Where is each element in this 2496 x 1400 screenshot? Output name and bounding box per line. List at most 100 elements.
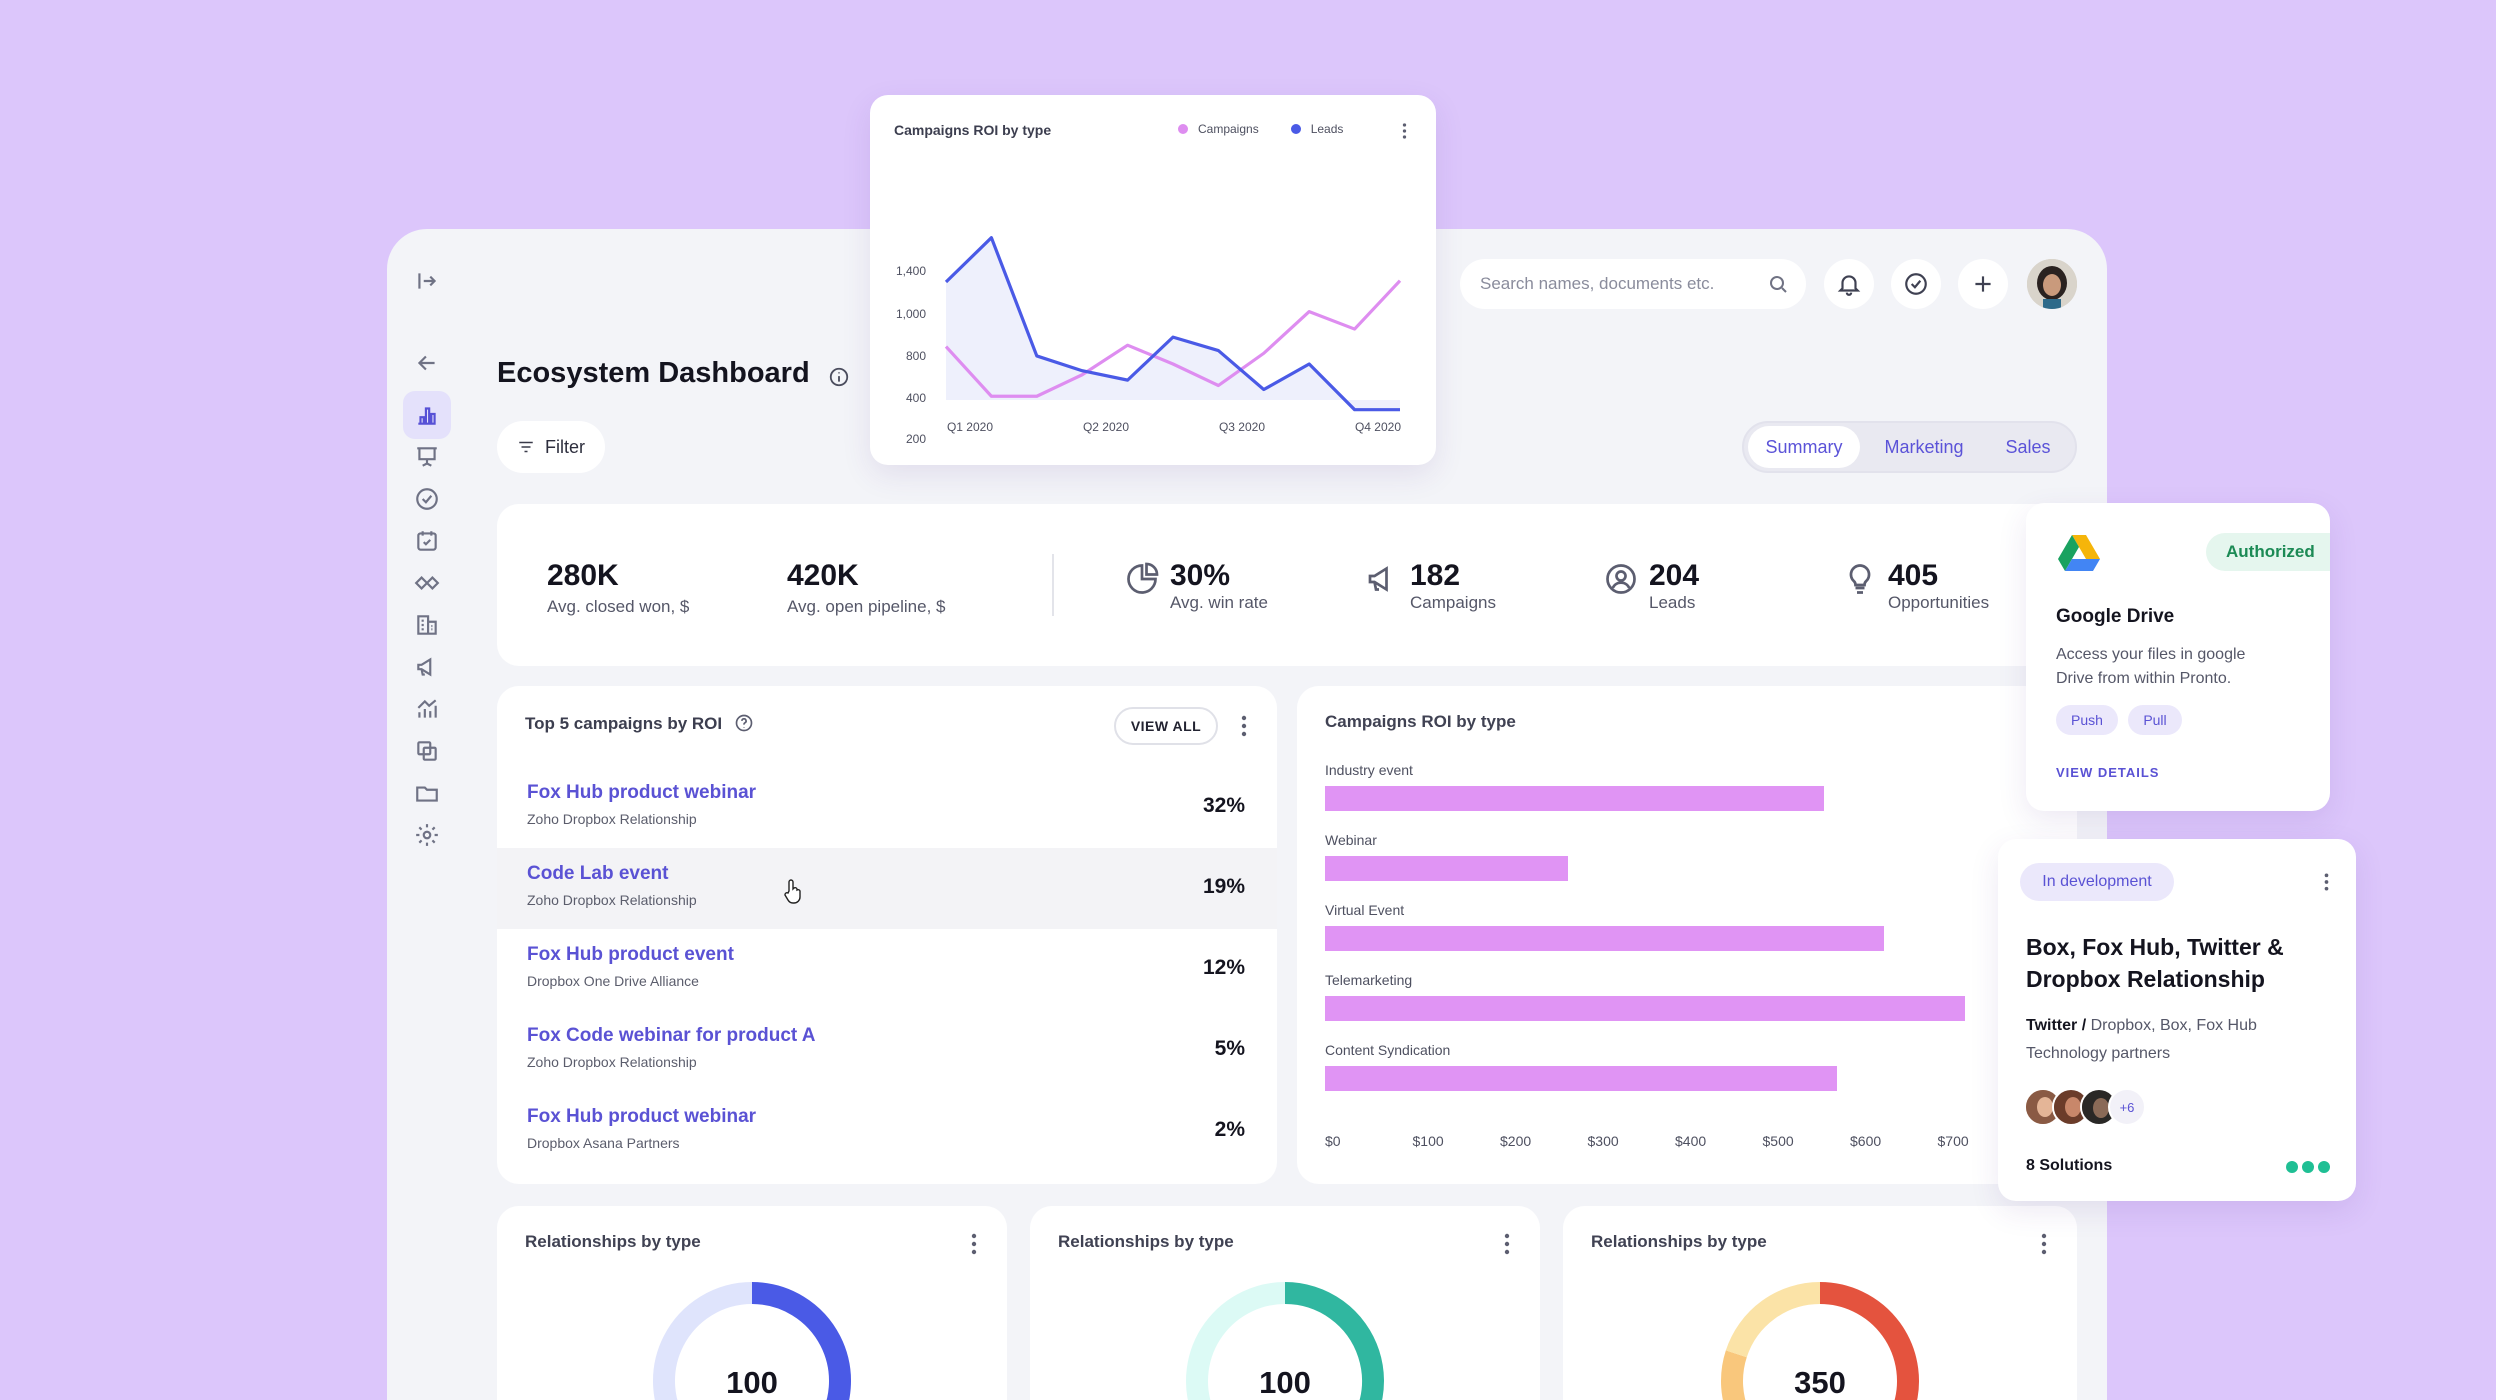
card-title: Top 5 campaigns by ROI	[525, 714, 723, 733]
collapse-sidebar-button[interactable]	[403, 257, 451, 305]
more-options-icon[interactable]	[2324, 872, 2329, 892]
view-all-button[interactable]: VIEW ALL	[1114, 707, 1218, 745]
kpi-card: 280K Avg. closed won, $ 420K Avg. open p…	[497, 504, 2077, 666]
sidebar-item-dashboard[interactable]	[403, 391, 451, 439]
more-options-icon[interactable]	[971, 1232, 977, 1256]
sidebar-item-solutions[interactable]	[403, 727, 451, 775]
table-row[interactable]: Fox Hub product event Dropbox One Drive …	[497, 929, 1277, 1010]
description-line: Access your files in google	[2056, 646, 2246, 663]
sidebar-item-companies[interactable]	[403, 601, 451, 649]
more-options-icon[interactable]	[1402, 122, 1407, 140]
hand-cursor-icon	[784, 879, 801, 904]
kpi-closed-won: 280K Avg. closed won, $	[547, 559, 689, 617]
sidebar-item-tasks[interactable]	[403, 475, 451, 523]
dot	[2318, 1161, 2330, 1173]
back-button[interactable]	[403, 339, 451, 387]
sidebar-item-calendar[interactable]	[403, 517, 451, 565]
campaign-name[interactable]: Code Lab event	[527, 863, 669, 884]
kpi-open-pipeline: 420K Avg. open pipeline, $	[787, 559, 945, 617]
settings-icon	[416, 824, 438, 846]
tab-summary[interactable]: Summary	[1748, 426, 1860, 468]
roi-line-chart-card: Campaigns ROI by type Campaigns Leads 1,…	[870, 95, 1436, 465]
more-options-icon[interactable]	[1504, 1232, 1510, 1256]
bar-chart-icon	[418, 407, 436, 425]
pie-chart-icon	[1127, 562, 1159, 594]
more-members-badge[interactable]: +6	[2108, 1088, 2146, 1126]
campaign-name[interactable]: Fox Hub product event	[527, 944, 734, 965]
campaign-roi: 12%	[1202, 956, 1245, 979]
filter-label: Filter	[545, 436, 585, 457]
donut-slice[interactable]	[1725, 1282, 1821, 1358]
filter-icon	[519, 441, 533, 453]
tag-push[interactable]: Push	[2056, 705, 2118, 735]
y-tick-label: 800	[906, 349, 926, 363]
notifications-button[interactable]	[1824, 259, 1874, 309]
kpi-value: 204	[1649, 559, 1700, 592]
partners-text: Twitter / Dropbox, Box, Fox Hub Technolo…	[2026, 1012, 2257, 1068]
sidebar-item-files[interactable]	[403, 769, 451, 817]
donut-center-value: 350	[1794, 1365, 1846, 1400]
table-row[interactable]: Fox Hub product webinar Zoho Dropbox Rel…	[497, 767, 1277, 848]
donut-chart-svg: 100	[1186, 1282, 1384, 1400]
sidebar-item-campaigns[interactable]	[403, 643, 451, 691]
donut-slice[interactable]	[1721, 1350, 1793, 1400]
sidebar-item-reports[interactable]	[403, 685, 451, 733]
campaign-name[interactable]: Fox Code webinar for product A	[527, 1025, 816, 1046]
bar[interactable]	[1325, 856, 1569, 881]
relationships-donut-card: Relationships by type 100	[1030, 1206, 1540, 1400]
tab-sales[interactable]: Sales	[2005, 436, 2051, 457]
integration-title: Google Drive	[2056, 606, 2175, 627]
tab-marketing[interactable]: Marketing	[1884, 436, 1964, 457]
bar[interactable]	[1325, 786, 1825, 811]
campaign-relationship: Dropbox One Drive Alliance	[527, 973, 699, 989]
kpi-label: Avg. open pipeline, $	[787, 597, 946, 616]
kpi-win-rate: 30% Avg. win rate	[1127, 559, 1268, 613]
user-avatar[interactable]	[2027, 259, 2077, 309]
page-title: Ecosystem Dashboard	[497, 357, 810, 389]
folder-icon	[416, 786, 438, 802]
bar[interactable]	[1325, 996, 1965, 1021]
bar[interactable]	[1325, 1066, 1837, 1091]
bar[interactable]	[1325, 926, 1884, 951]
search-input[interactable]: Search names, documents etc.	[1460, 259, 1806, 309]
sidebar-item-presentations[interactable]	[403, 433, 451, 481]
tag-pull[interactable]: Pull	[2128, 705, 2182, 735]
legend-label: Campaigns	[1198, 122, 1259, 136]
view-details-link[interactable]: VIEW DETAILS	[2056, 765, 2160, 780]
y-tick-label: 1,400	[896, 264, 926, 278]
filter-button[interactable]: Filter	[497, 421, 605, 473]
donut-chart-svg: 350	[1721, 1282, 1919, 1400]
tasks-button[interactable]	[1891, 259, 1941, 309]
more-options-icon[interactable]	[1241, 714, 1247, 738]
donut-slice[interactable]	[1819, 1282, 1919, 1400]
kpi-value: 420K	[787, 559, 859, 592]
sidebar-item-settings[interactable]	[403, 811, 451, 859]
donut-slice[interactable]	[653, 1282, 753, 1400]
building-icon	[417, 615, 437, 635]
partner-type: Technology partners	[2026, 1045, 2171, 1062]
megaphone-icon	[1368, 566, 1388, 592]
table-row[interactable]: Fox Hub product webinar Dropbox Asana Pa…	[497, 1091, 1277, 1172]
chart-growth-icon	[417, 699, 437, 718]
donut-slice[interactable]	[1284, 1282, 1384, 1400]
relationships-donut-card: Relationships by type 350	[1563, 1206, 2077, 1400]
campaign-name[interactable]: Fox Hub product webinar	[527, 1106, 757, 1127]
copy-layers-icon	[417, 741, 437, 761]
x-tick-label: Q2 2020	[1083, 420, 1129, 434]
help-icon[interactable]	[734, 713, 754, 733]
leads-area	[946, 237, 1400, 410]
add-button[interactable]	[1958, 259, 2008, 309]
kpi-opportunities: 405 Opportunities	[1849, 559, 1989, 613]
dot	[2302, 1161, 2314, 1173]
campaign-relationship: Zoho Dropbox Relationship	[527, 1054, 697, 1070]
table-row[interactable]: Code Lab event Zoho Dropbox Relationship…	[497, 848, 1277, 929]
info-icon[interactable]	[828, 366, 850, 388]
more-options-icon[interactable]	[2041, 1232, 2047, 1256]
donut-chart-svg: 100	[653, 1282, 851, 1400]
table-row[interactable]: Fox Code webinar for product A Zoho Drop…	[497, 1010, 1277, 1091]
donut-slice[interactable]	[751, 1282, 851, 1400]
sidebar-item-partners[interactable]	[403, 559, 451, 607]
donut-slice[interactable]	[1186, 1282, 1286, 1400]
kpi-leads: 204 Leads	[1606, 559, 1700, 613]
campaign-name[interactable]: Fox Hub product webinar	[527, 782, 757, 803]
